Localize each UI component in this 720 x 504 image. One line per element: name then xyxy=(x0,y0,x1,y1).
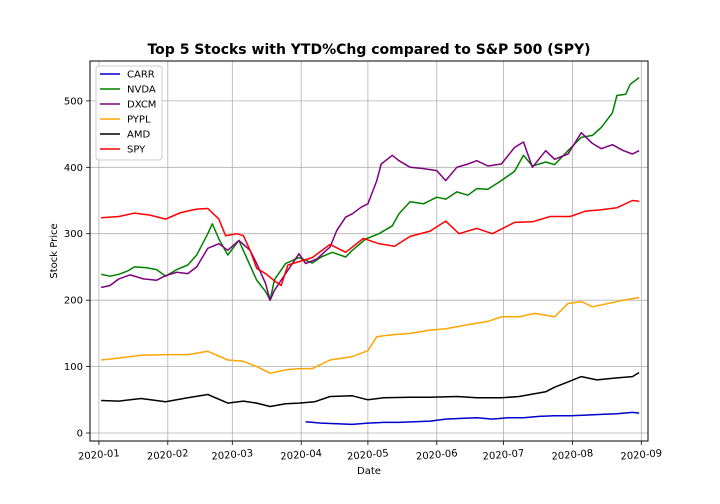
grid xyxy=(90,61,648,441)
x-tick-label: 2020-09 xyxy=(620,448,663,463)
legend: CARR NVDA DXCM PYPL AMD SPY xyxy=(95,65,163,161)
y-axis-label: Stock Price xyxy=(49,223,60,278)
series-line-amd xyxy=(101,371,640,408)
series-line-carr xyxy=(305,411,640,426)
series-group xyxy=(100,77,640,426)
legend-label-spy: SPY xyxy=(127,145,146,156)
y-tick-label: 0 xyxy=(77,429,83,440)
y-tick-label: 400 xyxy=(64,163,83,174)
x-axis-label: Date xyxy=(357,466,381,477)
x-tick-label: 2020-02 xyxy=(147,448,190,463)
series-line-pypl xyxy=(101,296,640,374)
legend-label-carr: CARR xyxy=(127,70,155,81)
legend-label-nvda: NVDA xyxy=(127,85,156,96)
x-tick-label: 2020-06 xyxy=(416,448,459,463)
x-tick-label: 2020-01 xyxy=(78,448,121,463)
x-tick-label: 2020-03 xyxy=(211,448,254,463)
legend-label-pypl: PYPL xyxy=(127,115,151,126)
x-tick-label: 2020-05 xyxy=(347,448,390,463)
series-line-dxcm xyxy=(100,131,640,301)
legend-label-dxcm: DXCM xyxy=(127,100,156,111)
x-axis-ticks: 2020-01 2020-02 2020-03 2020-04 2020-05 2020-… xyxy=(78,441,663,463)
y-tick-label: 300 xyxy=(64,229,83,240)
plot-frame xyxy=(89,60,649,442)
x-tick-label: 2020-07 xyxy=(482,448,525,463)
y-tick-label: 500 xyxy=(64,96,83,107)
x-tick-label: 2020-08 xyxy=(551,448,594,463)
series-line-nvda xyxy=(100,77,640,301)
series-line-spy xyxy=(101,199,640,287)
x-tick-label: 2020-04 xyxy=(280,448,323,463)
y-axis-ticks: 0 100 200 300 400 500 xyxy=(64,96,90,440)
y-tick-label: 100 xyxy=(64,362,83,373)
legend-label-amd: AMD xyxy=(127,130,150,141)
chart-title: Top 5 Stocks with YTD%Chg compared to S&… xyxy=(147,42,590,58)
y-tick-label: 200 xyxy=(64,296,83,307)
